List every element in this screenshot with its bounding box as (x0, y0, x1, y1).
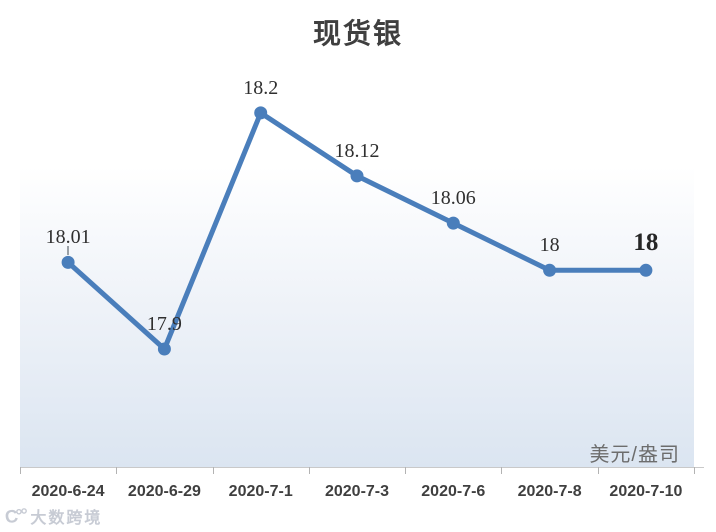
data-point-label: 18.12 (334, 139, 380, 162)
x-axis-label: 2020-7-10 (609, 483, 683, 500)
data-point-marker (157, 342, 171, 356)
data-point-marker (446, 216, 460, 230)
data-point-label: 18 (633, 229, 659, 257)
x-axis-tick (597, 467, 599, 474)
chart-title: 现货银 (312, 18, 403, 49)
x-axis-label: 2020-6-29 (127, 483, 201, 500)
x-axis-tick (405, 467, 407, 474)
x-axis-tick (501, 467, 503, 474)
data-point-label: 18 (539, 234, 560, 257)
watermark: C°° 大数跨境 (3, 504, 103, 528)
data-point-label: 18.2 (243, 76, 279, 99)
x-axis-label: 2020-7-8 (517, 483, 582, 500)
x-axis-tick (308, 467, 310, 474)
watermark-text: 大数跨境 (30, 510, 103, 527)
data-point-marker (639, 263, 653, 277)
x-axis-label: 2020-6-24 (31, 483, 105, 500)
x-axis-line (20, 467, 704, 468)
x-axis-tick (20, 467, 21, 474)
data-point-label: 17.9 (146, 312, 182, 335)
x-axis-label: 2020-7-3 (324, 483, 390, 500)
data-point-marker (61, 255, 75, 269)
data-point-marker (543, 263, 557, 277)
label-leader-tick (67, 246, 69, 255)
x-axis-label: 2020-7-1 (228, 483, 293, 500)
watermark-logo-icon: C°° (3, 504, 28, 527)
x-axis-tick (212, 467, 214, 474)
data-point-marker (350, 169, 364, 183)
x-axis-tick (694, 467, 695, 474)
x-axis-tick (116, 467, 118, 474)
data-point-label: 18.06 (430, 187, 476, 210)
x-axis-label: 2020-7-6 (421, 483, 486, 500)
y-unit-label: 美元/盎司 (589, 444, 680, 466)
plot-area-background (20, 50, 694, 467)
data-point-marker (254, 106, 268, 120)
data-point-label: 18.01 (45, 226, 91, 249)
